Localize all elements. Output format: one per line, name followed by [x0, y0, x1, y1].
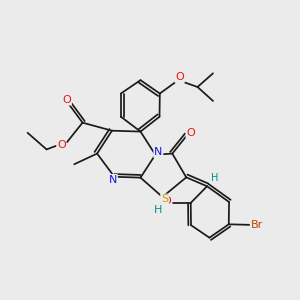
- Text: Br: Br: [250, 220, 263, 230]
- Text: H: H: [211, 173, 218, 183]
- Text: N: N: [109, 175, 117, 185]
- Text: H: H: [154, 205, 162, 215]
- Text: O: O: [186, 128, 195, 138]
- Text: O: O: [62, 95, 71, 105]
- Text: N: N: [154, 147, 163, 158]
- Text: O: O: [163, 196, 172, 206]
- Text: S: S: [161, 194, 168, 204]
- Text: O: O: [175, 72, 184, 82]
- Text: O: O: [57, 140, 66, 150]
